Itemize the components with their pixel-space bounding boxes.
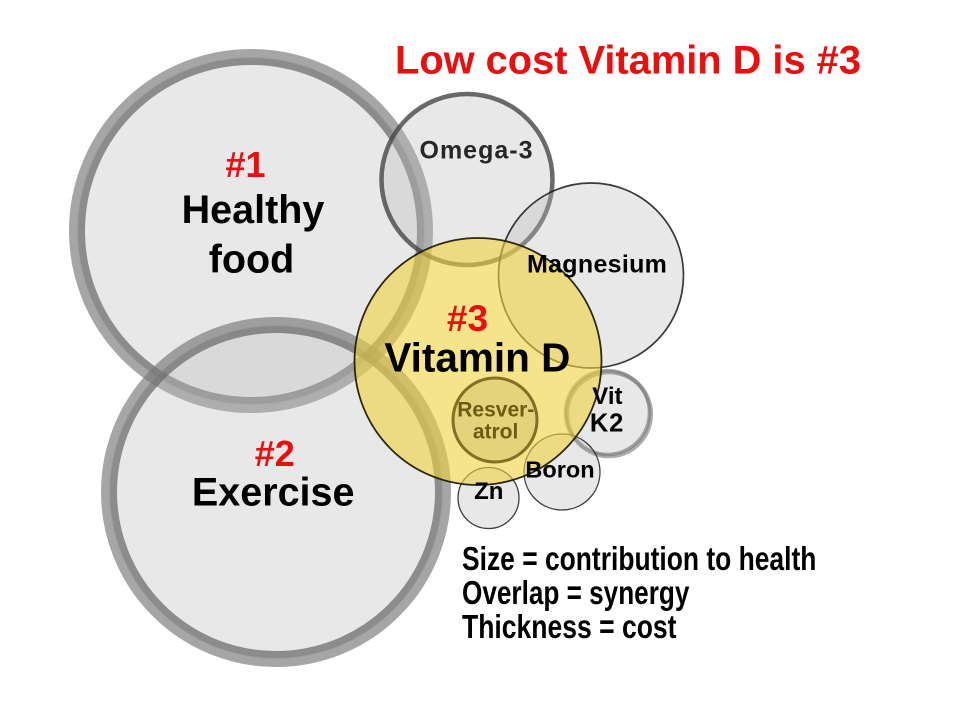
svg-text:atrol: atrol <box>473 421 519 444</box>
svg-text:Exercise: Exercise <box>192 471 355 515</box>
svg-text:Size = contribution to health: Size = contribution to health <box>462 540 816 577</box>
svg-text:Low cost Vitamin D is #3: Low cost Vitamin D is #3 <box>395 39 861 83</box>
svg-text:Boron: Boron <box>525 456 594 482</box>
svg-text:#1: #1 <box>225 144 265 185</box>
svg-text:Healthy: Healthy <box>182 188 325 232</box>
svg-text:Omega-3: Omega-3 <box>420 137 534 165</box>
svg-text:K2: K2 <box>590 410 624 438</box>
svg-text:Vitamin D: Vitamin D <box>384 335 570 381</box>
svg-text:Magnesium: Magnesium <box>527 251 667 279</box>
svg-text:#2: #2 <box>255 433 295 474</box>
svg-text:#3: #3 <box>447 298 488 339</box>
svg-text:Resver-: Resver- <box>457 398 534 421</box>
svg-text:Vit: Vit <box>592 383 622 410</box>
svg-text:Overlap = synergy: Overlap = synergy <box>462 574 690 611</box>
svg-text:food: food <box>209 238 295 282</box>
svg-text:Thickness = cost: Thickness = cost <box>462 608 677 645</box>
svg-text:Zn: Zn <box>474 478 503 505</box>
